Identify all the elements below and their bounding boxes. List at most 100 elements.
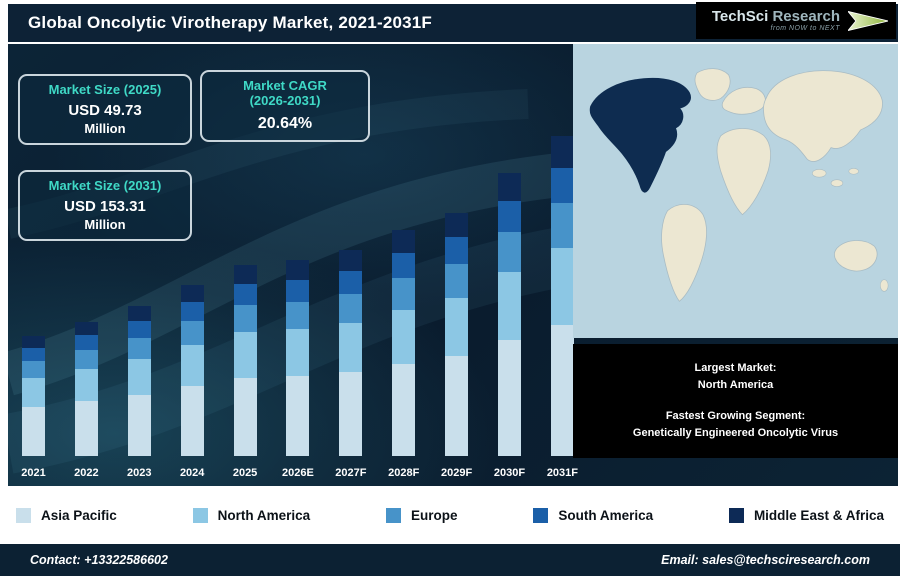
bar-segment-asia-pacific: [286, 376, 310, 456]
bar-segment-europe: [233, 305, 257, 332]
legend-label-north-america: North America: [217, 507, 311, 523]
bar-segment-south-america: [550, 168, 574, 203]
bar-2025: [233, 265, 257, 456]
logo-brand: TechSci Research: [712, 9, 840, 25]
bar-segment-asia-pacific: [445, 356, 469, 456]
map-region-north-america: [589, 77, 691, 193]
bar-2026E: [286, 260, 310, 456]
bar-segment-europe: [550, 203, 574, 248]
market-size-2031-title: Market Size (2031): [48, 178, 162, 193]
legend-item-asia-pacific: Asia Pacific: [16, 507, 117, 523]
market-cagr-value: 20.64%: [257, 114, 313, 132]
legend-item-north-america: North America: [192, 507, 311, 523]
bar-segment-north-america: [445, 298, 469, 356]
bar-segment-south-america: [127, 321, 151, 338]
bar-2021: [22, 336, 45, 456]
bar-segment-south-america: [22, 348, 45, 361]
x-axis-label-2025: 2025: [232, 467, 258, 479]
logo-brand-secondary: Research: [772, 7, 840, 25]
bar-2027F: [339, 250, 363, 456]
market-size-2031-unit: Million: [84, 216, 126, 232]
bar-segment-north-america: [180, 345, 204, 386]
bar-segment-middle-east-africa: [233, 265, 257, 284]
bar-2030F: [498, 173, 522, 456]
bar-segment-asia-pacific: [498, 340, 522, 456]
legend-swatch-europe: [385, 507, 401, 523]
fastest-growing-value: Genetically Engineered Oncolytic Virus: [632, 426, 839, 439]
market-cagr-title-line2: (2026-2031): [249, 92, 321, 108]
bar-segment-europe: [180, 321, 204, 345]
bar-2029F: [445, 213, 469, 456]
legend-item-middle-east-africa: Middle East & Africa: [728, 507, 884, 523]
bar-segment-europe: [498, 232, 522, 272]
legend-label-asia-pacific: Asia Pacific: [41, 507, 117, 523]
bar-2024: [180, 285, 204, 456]
bar-2023: [127, 306, 151, 456]
legend-label-south-america: South America: [558, 507, 654, 523]
market-size-2031-value: USD 153.31: [64, 197, 146, 215]
legend-swatch-middle-east-africa: [728, 507, 744, 523]
largest-market-value: North America: [697, 379, 774, 392]
bar-segment-south-america: [498, 201, 522, 232]
page-title: Global Oncolytic Virotherapy Market, 202…: [28, 13, 433, 32]
x-axis-label-2029F: 2029F: [441, 467, 473, 479]
bar-segment-north-america: [392, 310, 416, 364]
market-cagr-box: Market CAGR (2026-2031) 20.64%: [200, 70, 370, 142]
footer-bar: Contact: +13322586602 Email: sales@techs…: [0, 544, 900, 576]
bar-2022: [74, 322, 98, 456]
x-axis-label-2027F: 2027F: [335, 467, 367, 479]
bar-segment-north-america: [22, 378, 45, 407]
legend-swatch-south-america: [533, 507, 549, 523]
logo-text: TechSci Research from NOW to NEXT: [712, 9, 840, 32]
bar-segment-north-america: [286, 329, 310, 376]
market-highlights-panel: Largest Market: North America Fastest Gr…: [573, 344, 898, 458]
market-size-2025-title: Market Size (2025): [48, 82, 162, 97]
bar-segment-asia-pacific: [233, 378, 257, 456]
market-size-2025-unit: Million: [84, 120, 126, 136]
bar-segment-middle-east-africa: [180, 285, 204, 302]
world-map: [573, 44, 898, 338]
x-axis-label-2030F: 2030F: [493, 467, 526, 479]
largest-market-label: Largest Market:: [694, 362, 777, 375]
bar-segment-europe: [339, 294, 363, 323]
bar-segment-south-america: [233, 284, 257, 305]
legend-label-europe: Europe: [410, 507, 458, 523]
market-size-2025-value: USD 49.73: [68, 101, 142, 119]
bar-segment-europe: [286, 302, 310, 329]
legend-swatch-north-america: [192, 507, 208, 523]
bar-segment-asia-pacific: [74, 401, 98, 456]
bar-segment-asia-pacific: [550, 325, 574, 456]
x-axis-labels: 2021 2022 2023 2024 2025 2026E 2027F 2028F 2029F…: [14, 467, 582, 479]
x-axis-label-2026E: 2026E: [282, 467, 314, 479]
bar-segment-asia-pacific: [339, 372, 363, 456]
bar-segment-middle-east-africa: [445, 213, 469, 237]
bar-segment-europe: [392, 278, 416, 310]
bar-segment-north-america: [127, 359, 151, 395]
market-size-2031-box: Market Size (2031) USD 153.31 Million: [18, 170, 192, 241]
bar-segment-asia-pacific: [22, 407, 45, 456]
x-axis-label-2023: 2023: [127, 467, 152, 479]
bar-segment-south-america: [74, 335, 98, 350]
footer-email: Email: sales@techsciresearch.com: [661, 553, 870, 567]
logo-arrow-icon: [848, 10, 888, 31]
bar-2028F: [392, 230, 416, 456]
bar-segment-middle-east-africa: [286, 260, 310, 280]
bar-segment-north-america: [233, 332, 257, 378]
bar-segment-middle-east-africa: [74, 322, 98, 335]
bar-segment-asia-pacific: [180, 386, 204, 456]
bar-segment-south-america: [180, 302, 204, 321]
x-axis-label-2022: 2022: [74, 467, 99, 479]
legend-item-europe: Europe: [385, 507, 458, 523]
bar-segment-north-america: [550, 248, 574, 325]
footer-contact: Contact: +13322586602: [30, 553, 168, 567]
bar-segment-europe: [127, 338, 151, 359]
logo-brand-primary: TechSci: [711, 7, 769, 25]
bar-segment-middle-east-africa: [339, 250, 363, 271]
logo-tagline: from NOW to NEXT: [770, 24, 840, 32]
x-axis-label-2024: 2024: [179, 467, 205, 479]
bar-segment-middle-east-africa: [22, 336, 45, 348]
bar-segment-middle-east-africa: [392, 230, 416, 253]
bar-segment-middle-east-africa: [498, 173, 522, 201]
legend-swatch-asia-pacific: [16, 507, 31, 523]
